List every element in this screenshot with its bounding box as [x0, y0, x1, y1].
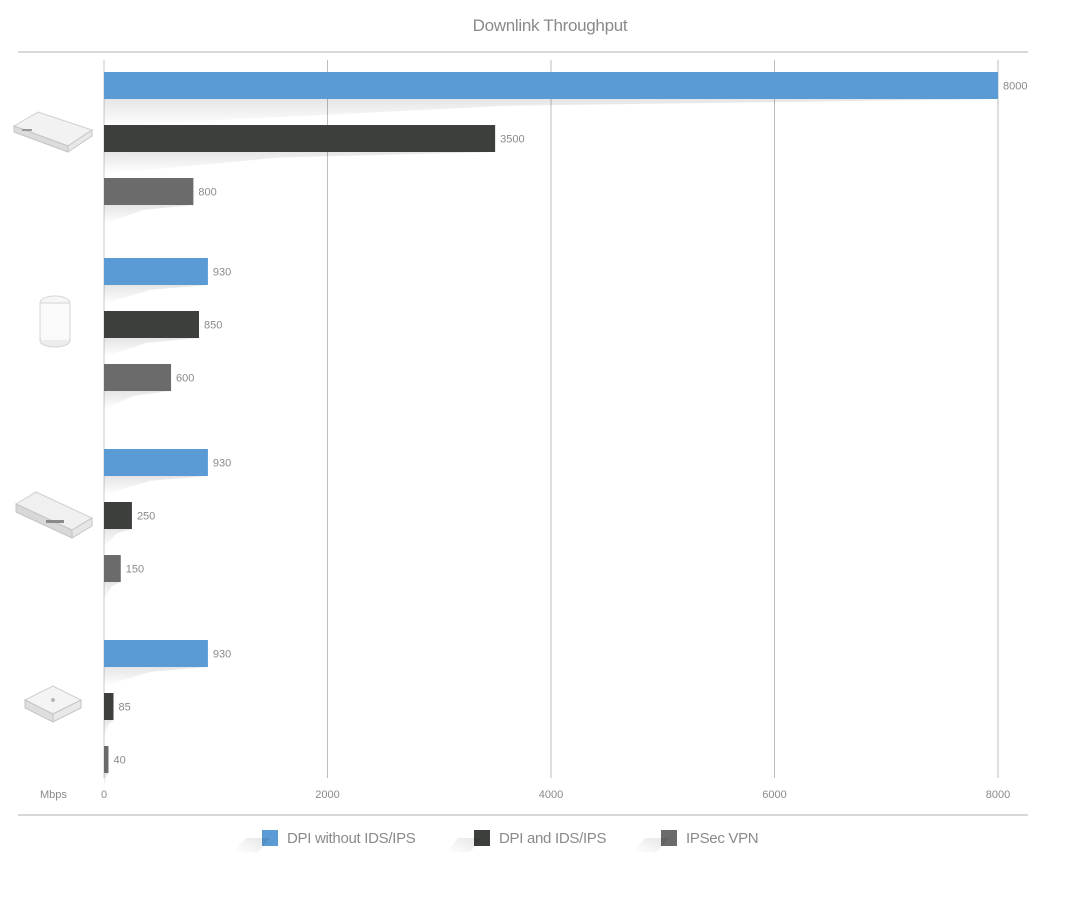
- bar-value-label: 930: [213, 458, 231, 470]
- device-cylinder-gateway-image: [39, 295, 71, 348]
- chart-legend: DPI without IDS/IPS DPI and IDS/IPS IPSe…: [0, 827, 1078, 852]
- bar-value-label: 8000: [1003, 81, 1027, 93]
- bar: [104, 72, 998, 99]
- bar-shadow: [104, 582, 121, 601]
- bar: [104, 258, 208, 285]
- device-rack-router-image: [14, 491, 94, 539]
- device-desktop-gateway-image: [23, 685, 83, 723]
- chart-title: Downlink Throughput: [472, 16, 628, 35]
- device-rack-switch-image: [12, 111, 94, 153]
- bar-shadow: [104, 99, 998, 126]
- x-tick-label: 0: [101, 789, 107, 801]
- x-tick-label: 8000: [986, 789, 1010, 801]
- bar: [104, 178, 194, 205]
- legend-label: IPSec VPN: [686, 829, 759, 847]
- bar: [104, 693, 114, 720]
- bar-shadow: [104, 391, 172, 410]
- grid-lines: [103, 60, 999, 778]
- bar-value-label: 930: [213, 649, 231, 661]
- legend-item-dpi-without-ids-ips: DPI without IDS/IPS: [234, 827, 416, 852]
- bar-value-label: 40: [113, 755, 125, 767]
- x-tick-label: 2000: [315, 789, 339, 801]
- bar: [104, 746, 109, 773]
- bar-value-label: 250: [137, 511, 155, 523]
- bar: [104, 125, 496, 152]
- legend-item-dpi-and-ids-ips: DPI and IDS/IPS: [446, 827, 607, 852]
- x-axis-unit-label: Mbps: [40, 789, 67, 801]
- bars: [104, 72, 998, 773]
- bar-shadow: [104, 285, 208, 305]
- bar-shadow: [104, 773, 109, 792]
- bar-shadow: [104, 476, 208, 496]
- bar: [104, 364, 172, 391]
- bar-shadow: [104, 667, 208, 687]
- legend-swatch-blue: [234, 830, 278, 852]
- x-tick-label: 4000: [539, 789, 563, 801]
- bar-shadow: [104, 529, 132, 548]
- bar-value-label: 930: [213, 267, 231, 279]
- bar-value-label: 3500: [500, 134, 524, 146]
- bar: [104, 502, 132, 529]
- bar-value-label: 800: [198, 187, 216, 199]
- bar: [104, 640, 208, 667]
- legend-swatch-dark: [446, 830, 490, 852]
- bar-shadow: [104, 720, 114, 739]
- bar: [104, 555, 121, 582]
- bar-value-label: 850: [204, 320, 222, 332]
- legend-label: DPI without IDS/IPS: [287, 829, 416, 847]
- legend-item-ipsec-vpn: IPSec VPN: [633, 827, 759, 852]
- bar-shadow: [104, 205, 194, 224]
- bar-shadow: [104, 338, 199, 357]
- bar-shadows: [104, 99, 998, 792]
- bar-value-label: 85: [118, 702, 130, 714]
- bar: [104, 311, 199, 338]
- bar: [104, 449, 208, 476]
- legend-swatch-gray: [633, 830, 677, 852]
- bar-shadow: [104, 152, 496, 174]
- x-tick-labels: 0 2000 4000 6000 8000: [101, 789, 1010, 801]
- bar-value-label: 150: [126, 564, 144, 576]
- bar-value-label: 600: [176, 373, 194, 385]
- x-tick-label: 6000: [762, 789, 786, 801]
- legend-label: DPI and IDS/IPS: [499, 829, 607, 847]
- data-labels: 8000 930 930 930 3500 850 250 85 800 600 150 40: [113, 81, 1027, 767]
